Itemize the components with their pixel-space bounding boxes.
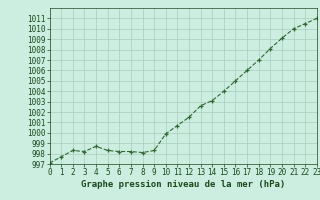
X-axis label: Graphe pression niveau de la mer (hPa): Graphe pression niveau de la mer (hPa): [81, 180, 285, 189]
